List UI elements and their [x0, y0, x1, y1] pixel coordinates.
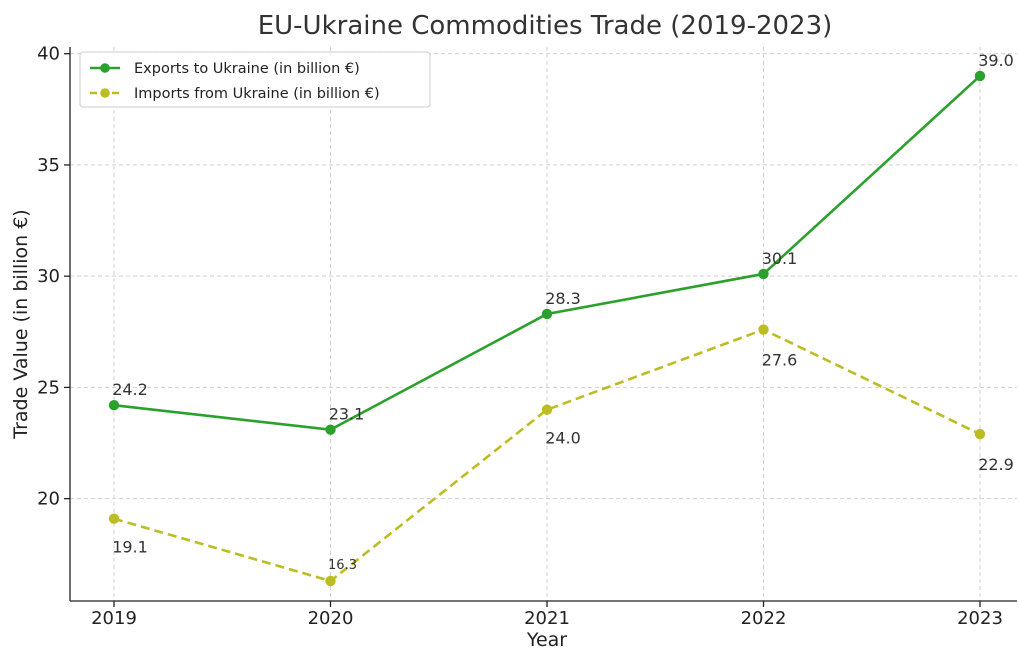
data-label-imports: 22.9	[978, 455, 1014, 474]
series-line-imports	[113, 328, 981, 583]
data-point-imports	[325, 575, 336, 587]
data-point-exports	[758, 268, 769, 280]
data-point-imports	[974, 428, 986, 440]
axes: 2019 2020 2021 2022 2023 20 25 30 35 40	[37, 44, 1017, 629]
data-point-imports	[108, 513, 120, 524]
legend: Exports to Ukraine (in billion €) Imports…	[79, 51, 431, 108]
data-label-exports: 39.0	[978, 51, 1014, 70]
series	[108, 70, 986, 587]
x-tick-label: 2023	[957, 608, 1003, 629]
y-tick-label: 20	[37, 489, 60, 510]
x-axis-label: Year	[526, 629, 567, 648]
y-axis-label: Trade Value (in billion €)	[10, 209, 32, 439]
data-point-exports	[108, 400, 120, 411]
grid	[70, 47, 1017, 601]
data-label-imports: 19.1	[112, 538, 148, 557]
chart-title: EU-Ukraine Commodities Trade (2019-2023)	[258, 11, 833, 41]
data-point-imports	[541, 404, 553, 415]
y-tick-label: 35	[37, 155, 60, 176]
data-point-imports	[758, 324, 769, 335]
data-label-exports: 23.1	[329, 405, 365, 424]
data-point-exports	[325, 424, 336, 435]
legend-label-exports: Exports to Ukraine (in billion €)	[134, 61, 360, 77]
data-label-imports: 16.3	[328, 558, 357, 573]
data-label-imports: 27.6	[762, 351, 798, 370]
legend-box	[79, 51, 431, 108]
x-tick-label: 2019	[91, 608, 137, 629]
data-label-exports: 30.1	[762, 249, 798, 268]
y-tick-label: 30	[37, 266, 60, 287]
legend-marker-exports	[100, 63, 110, 73]
legend-label-imports: Imports from Ukraine (in billion €)	[134, 86, 380, 102]
x-tick-label: 2020	[308, 608, 354, 629]
x-tick-label: 2022	[741, 608, 787, 629]
legend-marker-imports	[100, 88, 110, 98]
data-label-exports: 24.2	[112, 380, 148, 399]
data-point-exports	[541, 308, 553, 320]
data-labels: 24.2 23.1 28.3 30.1 39.0 19.1 16.3 24.0 27.6 22.9	[112, 51, 1014, 573]
data-point-exports	[974, 70, 986, 82]
y-tick-label: 40	[37, 44, 60, 65]
x-tick-label: 2021	[524, 608, 570, 629]
y-tick-label: 25	[37, 377, 60, 398]
data-label-exports: 28.3	[545, 289, 581, 308]
data-label-imports: 24.0	[545, 429, 581, 448]
